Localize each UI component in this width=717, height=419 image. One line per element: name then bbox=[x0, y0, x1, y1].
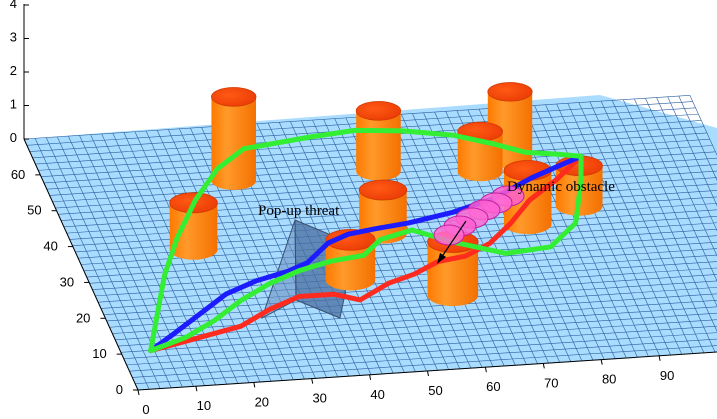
x-tick-label: 60 bbox=[486, 379, 500, 394]
y-ticks: 0 10 20 30 40 50 60 bbox=[11, 167, 138, 397]
grid-line bbox=[678, 95, 717, 181]
y-axis-line bbox=[23, 138, 139, 391]
grid-line bbox=[112, 293, 717, 334]
x-tick-mark bbox=[600, 359, 603, 365]
obstacle-top bbox=[325, 229, 376, 251]
grid-line bbox=[83, 228, 717, 272]
grid-line bbox=[120, 312, 717, 353]
obstacle-top bbox=[358, 179, 408, 201]
x-tick-label: 30 bbox=[312, 391, 326, 406]
grid-line bbox=[689, 95, 717, 156]
y-tick-label: 40 bbox=[43, 239, 57, 254]
grid-line bbox=[86, 235, 717, 278]
x-tick-mark bbox=[137, 389, 140, 396]
x-tick-label: 40 bbox=[370, 387, 384, 402]
x-tick-label: 20 bbox=[255, 394, 269, 409]
y-tick-label: 0 bbox=[116, 382, 123, 397]
x-tick-mark bbox=[484, 367, 487, 373]
grid-line bbox=[135, 345, 717, 385]
grid-line bbox=[118, 306, 717, 347]
obstacle-top bbox=[211, 87, 257, 107]
obstacle-body bbox=[356, 110, 401, 181]
z-tick-label: 3 bbox=[10, 30, 17, 45]
z-tick-label: 0 bbox=[10, 130, 17, 145]
grid-line bbox=[126, 325, 717, 366]
obstacle-cylinder bbox=[325, 229, 376, 291]
obstacle-cylinder bbox=[355, 101, 402, 181]
x-tick-mark bbox=[369, 374, 372, 380]
z-tick-label: 1 bbox=[10, 97, 17, 112]
y-tick-label: 10 bbox=[92, 346, 106, 361]
grid-line bbox=[109, 287, 717, 328]
grid-line bbox=[89, 241, 717, 284]
x-tick-mark bbox=[195, 386, 198, 392]
grid-line bbox=[667, 96, 717, 207]
z-axis: 0 1 2 3 4 bbox=[10, 0, 29, 145]
path-series bbox=[148, 153, 584, 354]
obstacle-cylinder bbox=[211, 87, 257, 190]
obstacle-cylinder bbox=[457, 121, 504, 182]
obstacle-body bbox=[211, 96, 256, 190]
obstacle-body bbox=[169, 202, 218, 260]
path-series bbox=[148, 153, 584, 354]
x-tick-mark bbox=[311, 378, 314, 384]
dynamic-obstacle-label: Dynamic obstacle bbox=[507, 179, 615, 195]
x-tick-mark bbox=[427, 370, 429, 377]
obstacle-top bbox=[355, 101, 402, 121]
x-tick-mark bbox=[658, 355, 661, 361]
x-tick-label: 70 bbox=[544, 375, 558, 390]
y-tick-label: 30 bbox=[60, 274, 74, 289]
z-tick-label: 2 bbox=[10, 63, 17, 78]
obstacle-body bbox=[325, 239, 376, 291]
z-tick-label: 4 bbox=[10, 0, 17, 11]
grid-line bbox=[123, 319, 717, 359]
x-tick-label: 90 bbox=[660, 368, 674, 383]
obstacle-top bbox=[487, 82, 533, 102]
x-ticks: 0 10 20 30 40 50 60 70 80 90 bbox=[137, 355, 674, 417]
path-series bbox=[148, 127, 584, 354]
y-tick-label: 50 bbox=[27, 203, 41, 218]
x-tick-label: 50 bbox=[428, 383, 442, 398]
grid-line bbox=[132, 338, 717, 378]
y-tick-label: 60 bbox=[11, 167, 25, 182]
pop-up-threat-label: Pop-up threat bbox=[258, 203, 340, 219]
x-tick-label: 10 bbox=[197, 398, 211, 413]
y-tick-label: 20 bbox=[76, 310, 90, 325]
x-tick-label: 80 bbox=[602, 372, 616, 387]
x-tick-mark bbox=[542, 363, 545, 369]
x-tick-label: 0 bbox=[142, 402, 149, 417]
grid-line bbox=[129, 332, 717, 372]
dynamic-obstacle-ellipse bbox=[433, 224, 465, 246]
annotation-arrow bbox=[437, 220, 467, 264]
x-tick-mark bbox=[253, 382, 256, 388]
